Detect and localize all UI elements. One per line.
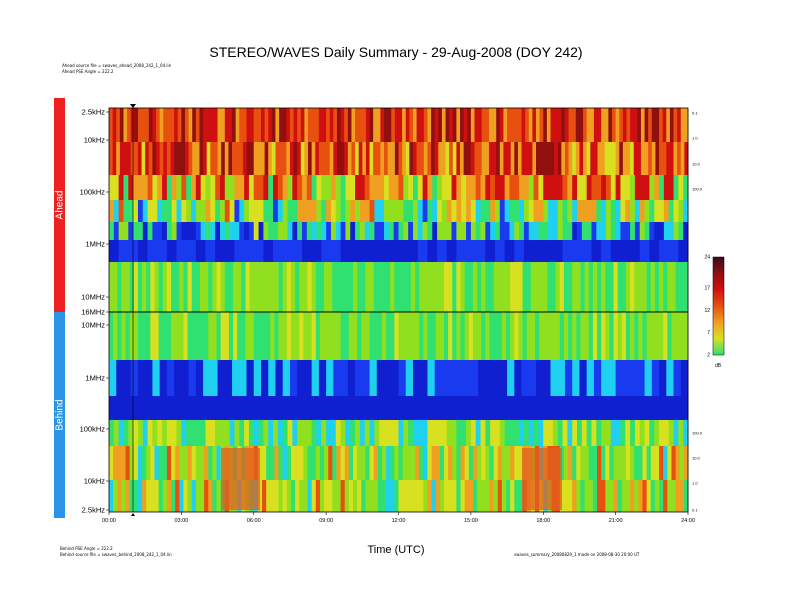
behind-y-tick-label: 100kHz xyxy=(80,425,106,434)
ahead-y-tick-label: 10MHz xyxy=(81,293,105,302)
colorbar-tick-label: 17 xyxy=(704,286,710,292)
ahead-y-tick-label: 16MHz xyxy=(81,308,105,317)
ahead-y-tick-label: 2.5kHz xyxy=(82,108,106,117)
colorbar-unit-label: dB xyxy=(715,363,722,369)
footer-made-note: swaves_summary_20080829_1 made on 2008-0… xyxy=(514,552,639,557)
behind-y-tick-label: 1MHz xyxy=(85,374,105,383)
colorbar-tick-label: 24 xyxy=(704,255,710,261)
x-tick-label: 12:00 xyxy=(392,518,406,524)
time-marker-triangle-bottom xyxy=(131,513,135,516)
x-tick-label: 21:00 xyxy=(609,518,623,524)
x-tick-label: 06:00 xyxy=(247,518,261,524)
x-tick-label: 09:00 xyxy=(319,518,333,524)
behind-y-tick-label: 10kHz xyxy=(84,477,106,486)
ahead-right-tick-label: 10.0 xyxy=(692,162,701,167)
behind-right-tick-label: 10.0 xyxy=(692,456,701,461)
ahead-y-tick-label: 1MHz xyxy=(85,240,105,249)
footer-note-angle: Behind PSE Angle = 222.2 xyxy=(60,546,113,551)
x-tick-label: 00:00 xyxy=(102,518,116,524)
colorbar-tick-label: 7 xyxy=(707,330,710,336)
colorbar-tick-label: 12 xyxy=(704,308,710,314)
x-tick-label: 15:00 xyxy=(464,518,478,524)
time-marker-triangle xyxy=(130,104,136,108)
ahead-right-tick-label: 0.1 xyxy=(692,111,698,116)
spectrogram-image xyxy=(109,108,688,512)
x-tick-label: 03:00 xyxy=(174,518,188,524)
colorbar-tick-label: 2 xyxy=(707,353,710,359)
x-tick-label: 18:00 xyxy=(536,518,550,524)
behind-right-tick-label: 100.0 xyxy=(692,431,703,436)
x-tick-label: 24:00 xyxy=(681,518,695,524)
ahead-y-tick-label: 100kHz xyxy=(80,188,106,197)
footer-note-source: Behind source file = swaves_behind_2008_… xyxy=(60,552,172,557)
behind-right-tick-label: 0.1 xyxy=(692,508,698,513)
colorbar xyxy=(713,257,724,355)
behind-y-tick-label: 2.5kHz xyxy=(82,506,106,515)
ahead-right-tick-label: 100.0 xyxy=(692,187,703,192)
behind-right-tick-label: 1.0 xyxy=(692,481,698,486)
behind-y-tick-label: 10MHz xyxy=(81,321,105,330)
ahead-right-tick-label: 1.0 xyxy=(692,136,698,141)
ahead-y-tick-label: 10kHz xyxy=(84,136,106,145)
